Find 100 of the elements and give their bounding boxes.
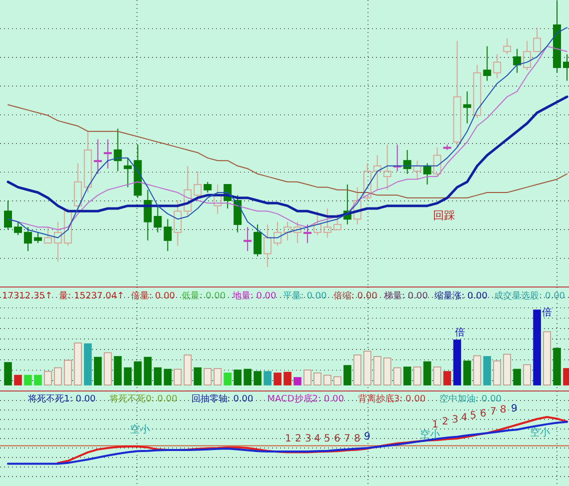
candlestick <box>383 144 392 190</box>
bar <box>274 372 282 386</box>
bar <box>553 348 561 386</box>
candlestick <box>553 0 562 74</box>
bar <box>483 356 492 386</box>
text: 梯量: 0.00 <box>382 290 428 302</box>
candlestick <box>264 224 272 268</box>
annotation: 6 <box>334 434 340 445</box>
candlestick <box>104 138 112 170</box>
text: 倍缩: 0.00 <box>333 290 378 302</box>
candlestick <box>353 186 362 225</box>
bar <box>84 343 92 386</box>
bar <box>4 362 12 386</box>
bar <box>463 360 472 386</box>
annotation: 7 <box>490 406 496 418</box>
bar <box>433 366 442 386</box>
annotation: 回踩 <box>433 209 455 222</box>
annotation: 8 <box>354 434 360 445</box>
bar <box>154 367 162 386</box>
bar <box>373 356 382 386</box>
bar <box>314 372 322 386</box>
bar <box>14 374 22 386</box>
bar <box>54 367 62 386</box>
annotation: 空小 <box>130 424 150 436</box>
bar <box>324 374 332 386</box>
bar <box>393 367 402 386</box>
bar <box>513 368 521 386</box>
text: 成交量选股: 0.00 <box>494 290 566 302</box>
candlestick <box>54 221 62 262</box>
annotation: 9 <box>364 432 370 443</box>
bar <box>114 356 122 386</box>
bar <box>174 368 182 386</box>
bar <box>523 364 531 386</box>
bar <box>204 368 212 386</box>
text: 地量: 0.00 <box>231 290 277 302</box>
bar <box>503 354 512 386</box>
bar <box>473 355 482 386</box>
bar <box>34 374 42 386</box>
bar <box>164 368 172 386</box>
annotation: 2 <box>295 434 302 445</box>
annotation: 4 <box>314 434 320 445</box>
bar <box>234 370 242 386</box>
text: 8 <box>500 404 506 416</box>
bar <box>194 367 202 386</box>
text: 回抽零轴: 0.00 <box>191 393 254 404</box>
text: 量: 15237.04↑ <box>59 290 124 302</box>
text: 空中加油: 0.00 <box>440 393 502 404</box>
text: 将死不死1: 0.00 <box>27 393 96 404</box>
bar <box>543 331 551 386</box>
annotation: 空小 <box>530 426 550 439</box>
text: 9 <box>511 404 518 415</box>
bar <box>74 342 82 386</box>
candlestick <box>463 90 472 124</box>
candlestick <box>164 218 172 252</box>
bar <box>284 372 292 386</box>
bar <box>104 352 112 386</box>
candlestick <box>244 226 252 252</box>
bar <box>244 368 252 386</box>
bar <box>264 371 272 386</box>
bar <box>403 366 412 386</box>
text: 低量: 0.00 <box>182 290 226 302</box>
bar <box>184 354 192 386</box>
annotation: 1 <box>285 434 292 445</box>
candlestick <box>94 138 102 174</box>
annotation: 6 <box>480 408 486 420</box>
annotation: 空小 <box>420 428 440 441</box>
bar <box>254 371 262 386</box>
bar <box>24 374 32 386</box>
bar <box>383 358 392 386</box>
candlestick <box>483 46 492 82</box>
bar <box>334 376 342 386</box>
bar <box>453 340 462 386</box>
text: 倍量: 0.00 <box>131 290 176 302</box>
candlestick <box>403 149 412 174</box>
annotation: 3 <box>305 434 312 445</box>
bar <box>134 361 142 386</box>
candlestick <box>134 144 142 198</box>
bar <box>44 371 52 386</box>
bar <box>493 360 502 386</box>
bar <box>423 361 432 386</box>
annotation: 7 <box>344 434 350 445</box>
bar <box>144 356 152 386</box>
text: 将死不死0: 0.00 <box>108 393 178 404</box>
text: 背离抄底3: 0.00 <box>358 393 426 404</box>
bar <box>533 310 541 386</box>
candlestick <box>114 128 122 172</box>
candlestick <box>533 27 542 52</box>
bar <box>353 354 362 386</box>
annotation: 3 <box>452 414 458 426</box>
annotation: 5 <box>470 410 476 422</box>
text: 缩量涨: 0.00 <box>434 290 488 302</box>
annotation: 5 <box>324 434 330 445</box>
candlestick <box>4 200 12 230</box>
bar <box>214 368 222 386</box>
annotation: 1 <box>432 420 438 431</box>
bar <box>343 365 352 386</box>
annotation: 倍 <box>455 326 465 339</box>
candlestick <box>373 154 382 190</box>
text: 17312.35↑ <box>2 291 52 302</box>
bar <box>443 371 452 386</box>
